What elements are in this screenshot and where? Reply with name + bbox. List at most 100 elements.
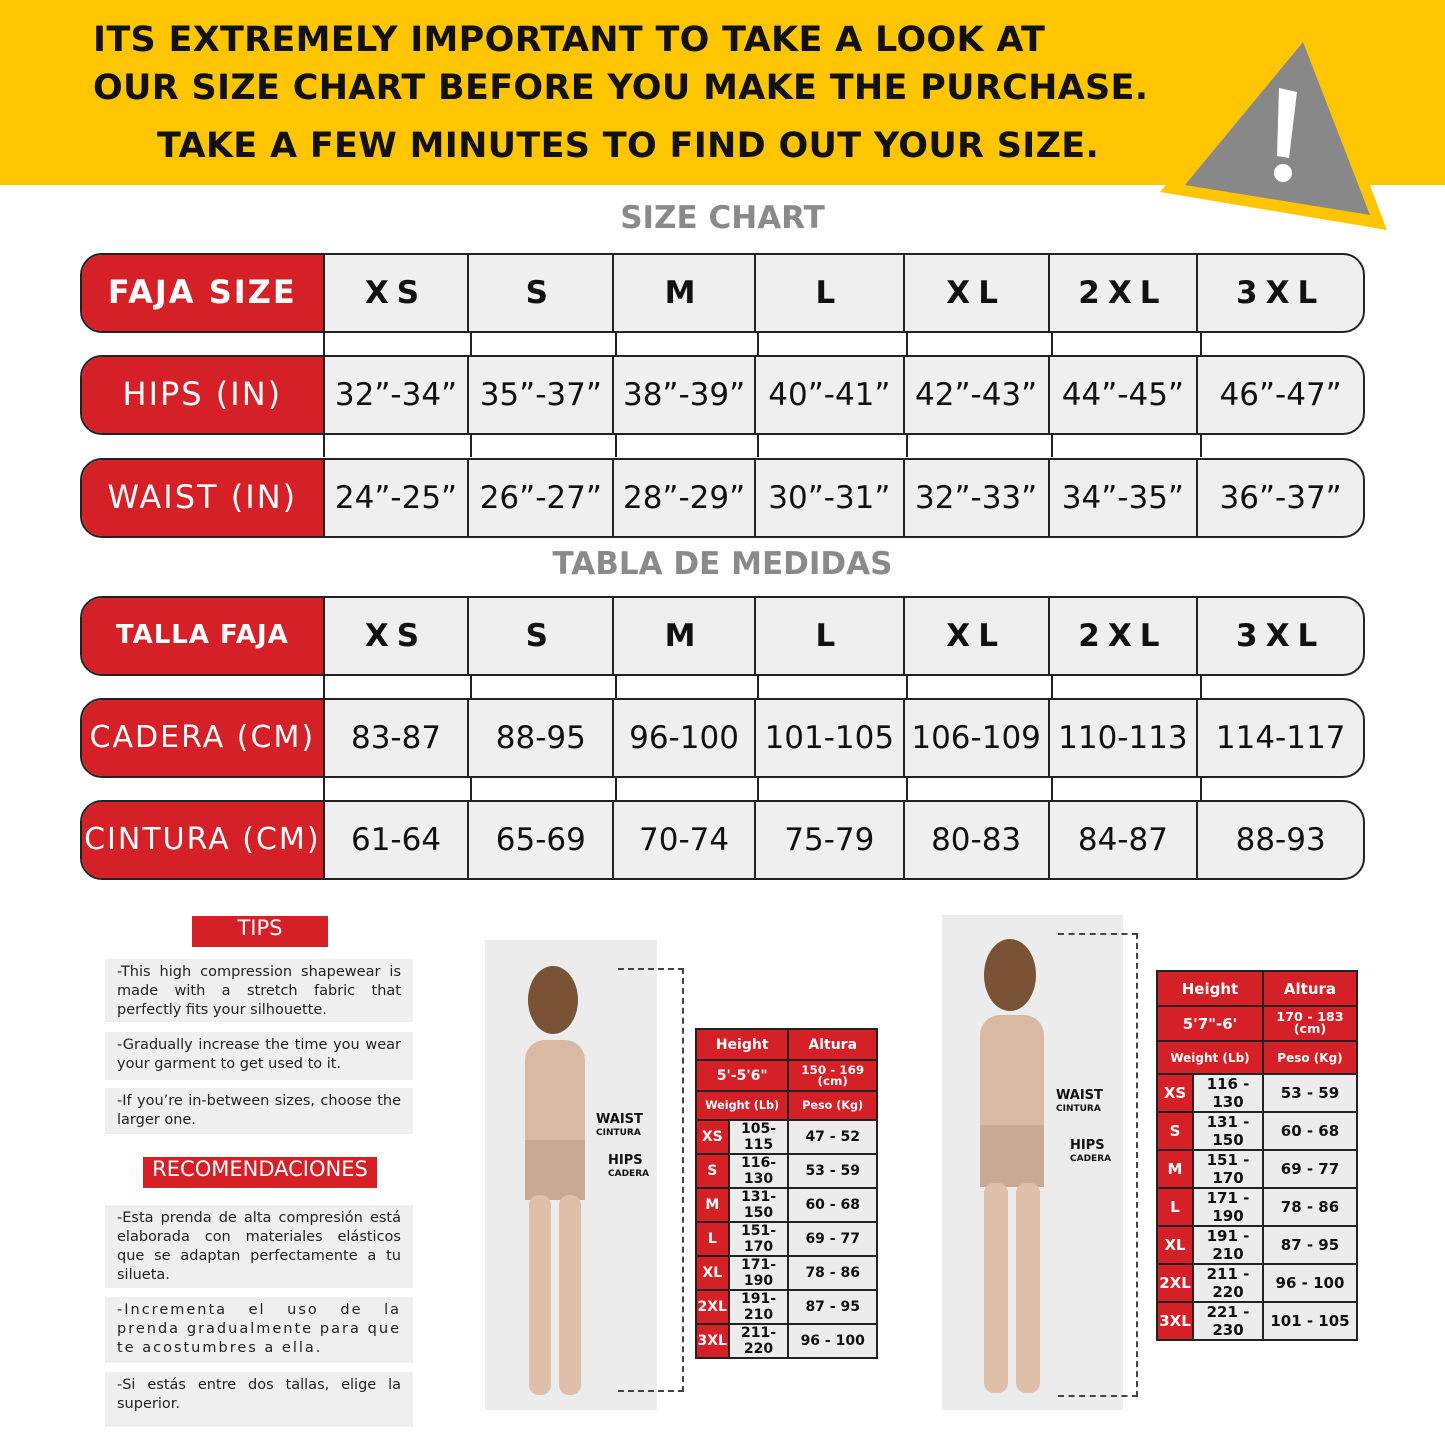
weight-kg-cell: 69 - 77 <box>787 1221 878 1257</box>
divider <box>1200 676 1202 698</box>
divider <box>1051 676 1053 698</box>
tabla-row: CADERA (CM) 83-87 88-95 96-100 101-105 106-10… <box>80 698 1365 778</box>
table-cell: 106-109 <box>905 700 1050 776</box>
weight-lb-cell: 211 - 220 <box>1192 1263 1264 1303</box>
table-cell: 70-74 <box>614 802 756 878</box>
table-cell: 35”-37” <box>469 357 615 433</box>
altura-value: 170 - 183 (cm) <box>1261 1005 1359 1042</box>
table-cell: 30”-31” <box>756 460 905 536</box>
weight-lb-cell: 131-150 <box>727 1187 790 1223</box>
weight-kg-cell: 96 - 100 <box>1261 1263 1359 1303</box>
divider <box>1051 333 1053 355</box>
tip-item: -Gradually increase the time you wear yo… <box>105 1032 413 1080</box>
divider <box>906 676 908 698</box>
table-row: XL 171-190 78 - 86 <box>695 1255 878 1291</box>
divider <box>757 333 759 355</box>
table-cell: 32”-34” <box>325 357 470 433</box>
recomendaciones-title: RECOMENDACIONES <box>143 1157 377 1188</box>
divider <box>470 435 472 457</box>
weight-lb-cell: 211-220 <box>727 1323 790 1359</box>
weight-lb-cell: 171 - 190 <box>1192 1187 1264 1227</box>
size-chart-title: SIZE CHART <box>620 200 825 236</box>
row-label: WAIST (IN) <box>82 460 325 536</box>
recomendacion-item: -Esta prenda de alta compresión está ela… <box>105 1205 413 1288</box>
table-cell: 88-95 <box>469 700 615 776</box>
table-cell: 114-117 <box>1215 720 1346 756</box>
table-cell: 24”-25” <box>325 460 470 536</box>
warning-triangle-icon <box>1160 15 1387 230</box>
table-cell: S <box>469 598 615 674</box>
weight-kg-cell: 69 - 77 <box>1261 1149 1359 1189</box>
divider <box>757 778 759 800</box>
divider <box>323 676 325 698</box>
altura-value: 150 - 169 (cm) <box>787 1059 878 1092</box>
weight-header: Weight (Lb) <box>694 1090 790 1121</box>
divider <box>906 435 908 457</box>
model-photo-tall <box>942 915 1123 1410</box>
height-weight-table-short: Height Altura 5'-5'6" 150 - 169 (cm) Weight … <box>694 1028 878 1359</box>
size-cell: XS <box>695 1119 730 1155</box>
table-cell: 61-64 <box>325 802 470 878</box>
divider <box>1051 435 1053 457</box>
table-cell: 83-87 <box>325 700 470 776</box>
table-cell: 32”-33” <box>905 460 1050 536</box>
weight-kg-cell: 53 - 59 <box>787 1153 878 1189</box>
table-cell: 2XL <box>1050 255 1199 331</box>
size-cell: L <box>695 1221 730 1257</box>
size-cell: L <box>1156 1187 1194 1227</box>
tip-item: -If you’re in-between sizes, choose the … <box>105 1088 413 1134</box>
table-cell: L <box>756 255 905 331</box>
tabla-row: CINTURA (CM) 61-64 65-69 70-74 75-79 80-83 84-… <box>80 800 1365 880</box>
size-cell: S <box>1156 1111 1194 1151</box>
weight-lb-cell: 105-115 <box>727 1119 790 1155</box>
table-row: XS 105-115 47 - 52 <box>695 1119 878 1155</box>
table-row: XS 116 - 130 53 - 59 <box>1156 1073 1359 1113</box>
divider <box>323 333 325 355</box>
table-cell: 88-93 <box>1235 822 1326 858</box>
table-cell: XL <box>905 255 1050 331</box>
divider <box>470 333 472 355</box>
weight-lb-cell: 151-170 <box>727 1221 790 1257</box>
divider <box>615 333 617 355</box>
hips-label: HIPS CADERA <box>608 1153 650 1179</box>
table-cell: 110-113 <box>1050 700 1199 776</box>
weight-kg-cell: 60 - 68 <box>787 1187 878 1223</box>
divider <box>323 435 325 457</box>
size_chart-row: FAJA SIZE XS S M L XL 2XL 3XL <box>80 253 1365 333</box>
table-cell: 80-83 <box>905 802 1050 878</box>
divider <box>906 778 908 800</box>
peso-header: Peso (Kg) <box>787 1090 878 1121</box>
table-cell: S <box>469 255 615 331</box>
weight-kg-cell: 60 - 68 <box>1261 1111 1359 1151</box>
height-header: Height <box>694 1028 790 1061</box>
table-cell: 38”-39” <box>614 357 756 433</box>
table-cell: 40”-41” <box>756 357 905 433</box>
table-row: L 171 - 190 78 - 86 <box>1156 1187 1359 1227</box>
divider <box>470 778 472 800</box>
weight-kg-cell: 87 - 95 <box>787 1289 878 1325</box>
waist-label: WAIST CINTURA <box>596 1112 643 1138</box>
weight-lb-cell: 221 - 230 <box>1192 1301 1264 1341</box>
table-row: M 151 - 170 69 - 77 <box>1156 1149 1359 1189</box>
table-row: L 151-170 69 - 77 <box>695 1221 878 1257</box>
height-indicator <box>618 968 684 1392</box>
recomendacion-item: -Incrementa el uso de la prenda gradualm… <box>105 1297 413 1363</box>
table-cell: 2XL <box>1050 598 1199 674</box>
hips-label: HIPS CADERA <box>1070 1138 1112 1164</box>
banner-line-3: TAKE A FEW MINUTES TO FIND OUT YOUR SIZE… <box>157 126 1100 166</box>
tips-title: TIPS <box>192 916 328 947</box>
divider <box>757 676 759 698</box>
size_chart-row: HIPS (IN) 32”-34” 35”-37” 38”-39” 40”-41” 42”… <box>80 355 1365 435</box>
size-cell: XS <box>1156 1073 1194 1113</box>
table-cell: XL <box>905 598 1050 674</box>
table-cell: 75-79 <box>756 802 905 878</box>
table-cell: M <box>614 598 756 674</box>
banner-line-1: ITS EXTREMELY IMPORTANT TO TAKE A LOOK A… <box>93 20 1046 60</box>
divider <box>757 435 759 457</box>
size-cell: 3XL <box>1156 1301 1194 1341</box>
table-cell: 44”-45” <box>1050 357 1199 433</box>
table-row: 2XL 211 - 220 96 - 100 <box>1156 1263 1359 1303</box>
table-cell: 26”-27” <box>469 460 615 536</box>
height-value: 5'7"-6' <box>1156 1005 1264 1042</box>
weight-lb-cell: 116 - 130 <box>1192 1073 1264 1113</box>
